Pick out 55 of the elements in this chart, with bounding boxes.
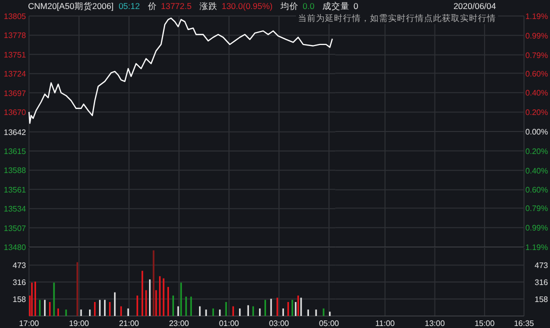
annotation: 当前为延时行情，如需实时行情点此获取实时行情 — [298, 13, 496, 23]
x-tick-label: 03:00 — [268, 319, 290, 328]
y-tick-label: 13642 — [4, 128, 27, 137]
y-tick-label: 0.20% — [525, 146, 548, 156]
y-tick-label: 0.20% — [525, 108, 548, 118]
y-tick-label: 13507 — [4, 224, 27, 233]
x-tick-label: 15:00 — [474, 319, 496, 328]
y-tick-label: 0.60% — [525, 69, 548, 78]
y-tick-label: 0.79% — [525, 204, 548, 214]
y-tick-label: 473 — [12, 261, 27, 270]
text: 0.0 — [302, 1, 315, 11]
text: 05:12 — [118, 1, 140, 11]
x-tick-label: 19:00 — [68, 319, 90, 328]
x-tick-label: 21:00 — [118, 319, 140, 328]
y-tick-label: 13778 — [4, 31, 27, 40]
x-tick-label: 13:00 — [424, 319, 446, 328]
y-tick-label: 1.19% — [525, 243, 548, 252]
y-tick-label: 316 — [12, 278, 27, 287]
x-tick-label: 01:00 — [218, 319, 240, 328]
y-tick-label: 0.79% — [525, 50, 548, 60]
chart-title: CNM20[A50期货2006] — [28, 1, 114, 11]
y-tick-label: 0.40% — [525, 88, 548, 98]
y-tick-label: 0.99% — [525, 224, 548, 233]
y-tick-label: 13724 — [4, 70, 27, 79]
y-tick-label: 13751 — [4, 50, 27, 60]
x-tick-label: 17:00 — [18, 319, 40, 328]
y-tick-label: 158 — [534, 295, 549, 304]
y-tick-label: 473 — [534, 261, 549, 270]
y-tick-label: 13480 — [4, 243, 27, 252]
text: 价 — [146, 1, 157, 11]
y-tick-label: 13615 — [4, 147, 27, 156]
y-tick-label: 13670 — [4, 108, 27, 117]
text: 涨跌 — [200, 1, 218, 11]
x-tick-label: 11:00 — [375, 319, 396, 328]
text: 13772.5 — [160, 1, 192, 11]
y-tick-label: 0.60% — [525, 186, 548, 195]
y-tick-label: 0.40% — [525, 166, 548, 176]
y-tick-label: 0.00% — [525, 128, 548, 136]
x-tick-label: 05:00 — [318, 319, 340, 328]
text: 均价 — [280, 1, 299, 11]
text: 130.0(0.95%) — [222, 1, 273, 11]
text: 0 — [353, 1, 358, 11]
y-tick-label: 0.99% — [525, 31, 548, 40]
y-tick-label: 13561 — [4, 185, 27, 194]
y-tick-label: 158 — [12, 295, 27, 304]
y-tick-label: 316 — [534, 278, 549, 287]
text: 成交量 — [322, 1, 350, 11]
y-tick-label: 1.19% — [525, 12, 548, 21]
y-tick-label: 13588 — [4, 166, 27, 176]
y-tick-label: 13534 — [4, 204, 27, 214]
x-tick-label: 16:35 — [514, 319, 535, 328]
text: 2020/06/04 — [453, 1, 496, 11]
y-tick-label: 13697 — [4, 88, 27, 98]
x-tick-label: 23:00 — [168, 319, 190, 328]
y-tick-label: 13805 — [4, 12, 27, 21]
